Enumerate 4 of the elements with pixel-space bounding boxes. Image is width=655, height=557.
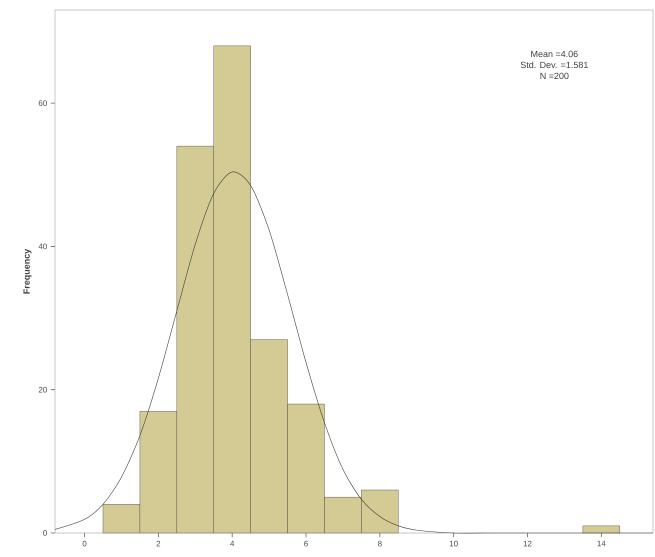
annotation: Std. Dev. =1.581 — [520, 62, 588, 68]
annotation: Mean =4.06 — [531, 50, 578, 58]
y-axis-title: Frequency — [23, 248, 32, 294]
annotation: N =200 — [540, 72, 569, 80]
